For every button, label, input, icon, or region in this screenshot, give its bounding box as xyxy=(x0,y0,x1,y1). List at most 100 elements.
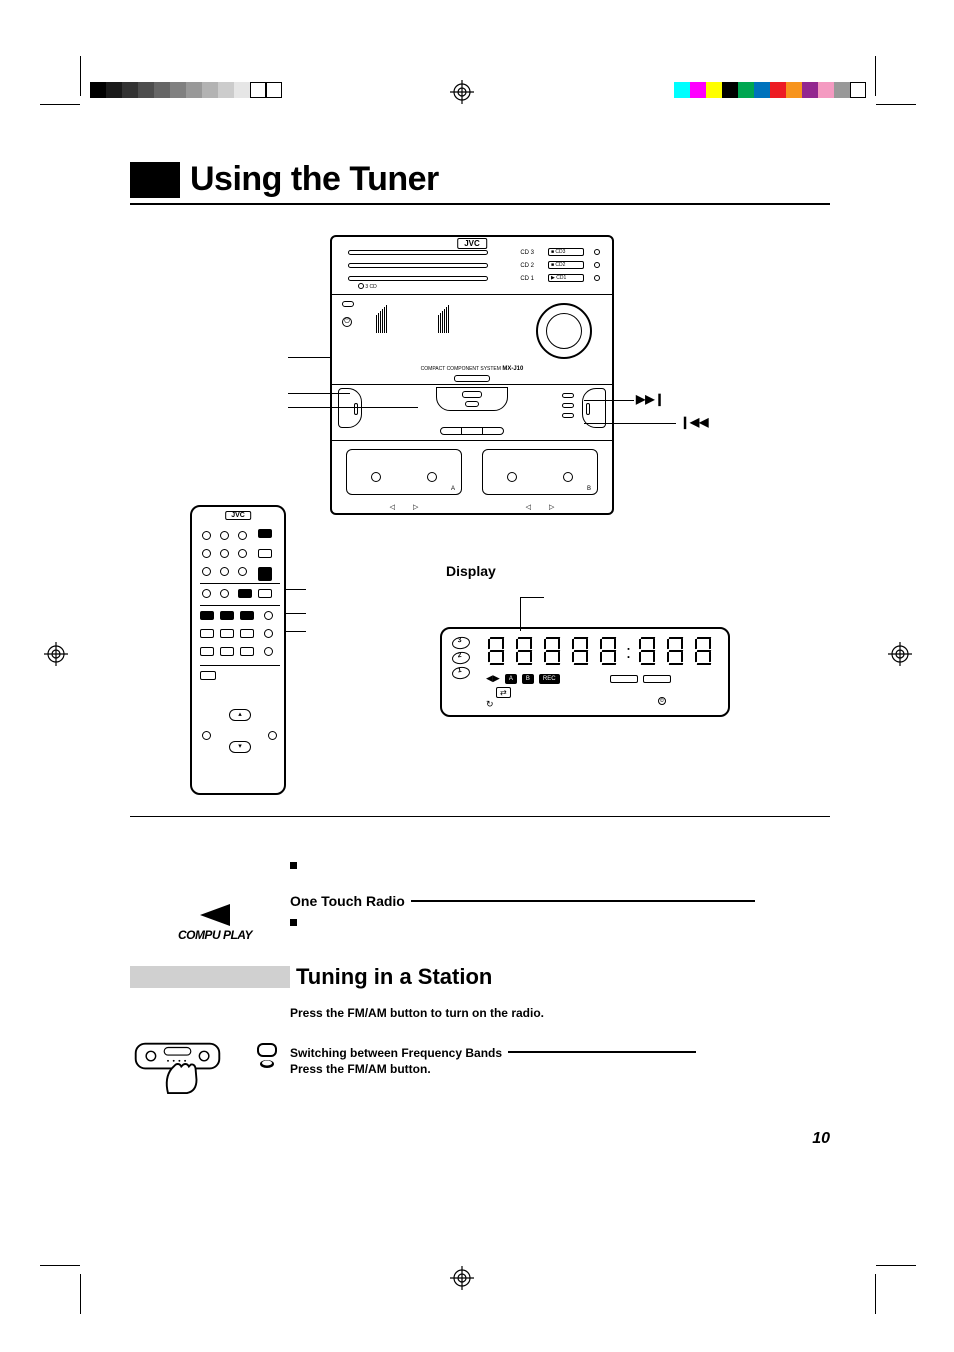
remote-btn xyxy=(268,731,277,740)
remote-btn xyxy=(264,629,273,638)
remote-btn xyxy=(238,589,252,598)
indicator-arrows: ⇄ xyxy=(496,687,511,698)
cd-label: CD 2 xyxy=(520,263,534,269)
cassette-label-b: B xyxy=(587,486,591,492)
callout-line xyxy=(288,357,332,358)
callout-line xyxy=(286,631,306,632)
cd3-button: ■ CD3 xyxy=(548,248,584,256)
cd1-button: ▶ CD1 xyxy=(548,274,584,282)
divider-rule xyxy=(130,816,830,817)
remote-btn xyxy=(220,531,229,540)
stereo-unit-illustration: JVC CD 3 ■ CD3 CD 2 ■ CD2 CD 1 ▶ CD1 3 C… xyxy=(330,235,614,515)
remote-btn xyxy=(202,549,211,558)
remote-illustration: JVC xyxy=(190,505,286,795)
digit xyxy=(693,637,715,667)
display-callout xyxy=(520,597,544,598)
volume-dial xyxy=(536,303,592,359)
callout-line xyxy=(286,613,306,614)
crop-mark xyxy=(875,1274,876,1314)
crop-mark xyxy=(80,56,81,96)
indicator-rec: REC xyxy=(539,674,560,684)
eq-display-right xyxy=(438,305,449,333)
stereo-control-section xyxy=(332,385,612,441)
remote-btn xyxy=(220,549,229,558)
bullet-icon xyxy=(290,862,297,869)
digit xyxy=(637,637,659,667)
compuplay-logo-block: COMPU PLAY xyxy=(160,904,270,942)
cd-led xyxy=(594,275,600,281)
callout-line xyxy=(288,393,350,394)
remote-btn xyxy=(200,647,214,656)
title-marker xyxy=(130,162,180,198)
cd-slot-2 xyxy=(348,263,488,268)
control-center-panel xyxy=(436,387,508,411)
digit xyxy=(665,637,687,667)
instruction-block: Press the FM/AM button to turn on the ra… xyxy=(290,1006,830,1020)
callout-line xyxy=(288,407,418,408)
remote-btn xyxy=(258,567,272,581)
stereo-cassette-section: A B ◁▷ ◁▷ xyxy=(332,441,612,515)
mid-button xyxy=(454,375,490,382)
crop-mark xyxy=(876,1265,916,1266)
body-text-block: One Touch Radio xyxy=(290,860,830,933)
hand-press-icon xyxy=(130,1038,225,1100)
remote-btn xyxy=(264,611,273,620)
subsection-title: Tuning in a Station xyxy=(296,964,492,990)
bullet-icon xyxy=(290,919,297,926)
cassette-door-a: A xyxy=(346,449,462,495)
registration-mark-icon xyxy=(44,642,68,666)
indicator-b: B xyxy=(522,674,534,684)
remote-btn xyxy=(258,549,272,558)
remote-btn xyxy=(200,611,214,620)
remote-btn xyxy=(202,567,211,576)
stereo-cd-section: JVC CD 3 ■ CD3 CD 2 ■ CD2 CD 1 ▶ CD1 3 C… xyxy=(332,237,612,295)
display-panel-illustration: 3 2 1 : ◀▶ A B REC xyxy=(440,627,730,717)
remote-divider xyxy=(200,605,280,606)
remote-btn xyxy=(238,549,247,558)
transport-buttons-a: ◁▷ xyxy=(346,503,462,511)
switching-heading: Switching between Frequency Bands xyxy=(290,1046,830,1060)
registration-mark-icon xyxy=(450,1266,474,1290)
instruction-text: Press the FM/AM button to turn on the ra… xyxy=(290,1006,830,1020)
disc-icon: 1 xyxy=(451,666,470,680)
compuplay-icon xyxy=(200,904,230,926)
remote-btn xyxy=(240,611,254,620)
crop-mark xyxy=(80,1274,81,1314)
remote-btn xyxy=(238,531,247,540)
crop-mark xyxy=(40,104,80,105)
eq-display-left xyxy=(376,305,387,333)
colon: : xyxy=(626,637,631,667)
cd-3cd-label: 3 CD xyxy=(358,283,377,290)
rw-icon: ❙◀◀ xyxy=(680,415,709,429)
remote-brand: JVC xyxy=(225,511,251,520)
color-swatches xyxy=(674,82,866,98)
callout-line xyxy=(286,589,306,590)
ff-icon: ▶▶❙ xyxy=(636,392,665,406)
instruction-text-2: Press the FM/AM button. xyxy=(290,1062,830,1076)
cd-led xyxy=(594,262,600,268)
registration-mark-icon xyxy=(450,80,474,104)
cd-label: CD 3 xyxy=(520,250,534,256)
page-content: Using the Tuner JVC CD 3 ■ CD3 CD 2 ■ CD… xyxy=(130,160,830,825)
transport-buttons-b: ◁▷ xyxy=(482,503,598,511)
remote-btn xyxy=(238,567,247,576)
indicator-a: A xyxy=(505,674,517,684)
remote-btn xyxy=(240,629,254,638)
digit xyxy=(514,637,536,667)
disc-indicators: 3 2 1 xyxy=(452,637,470,682)
indicator-box xyxy=(610,675,638,683)
one-touch-heading: One Touch Radio xyxy=(290,893,830,909)
cd2-button: ■ CD2 xyxy=(548,261,584,269)
display-label: Display xyxy=(446,563,496,579)
remote-btn xyxy=(220,611,234,620)
remote-btn xyxy=(202,589,211,598)
cd-slot-3 xyxy=(348,250,488,255)
cd-label: CD 1 xyxy=(520,276,534,282)
stereo-display-section: ⏻ COMPACT COMPONENT SYSTEM MX-J10 xyxy=(332,295,612,385)
switching-block: Switching between Frequency Bands Press … xyxy=(290,1046,830,1076)
cd-led xyxy=(594,249,600,255)
remote-btn xyxy=(200,629,214,638)
digit xyxy=(598,637,620,667)
remote-btn xyxy=(200,671,216,680)
disc-icon: 3 xyxy=(451,636,470,650)
